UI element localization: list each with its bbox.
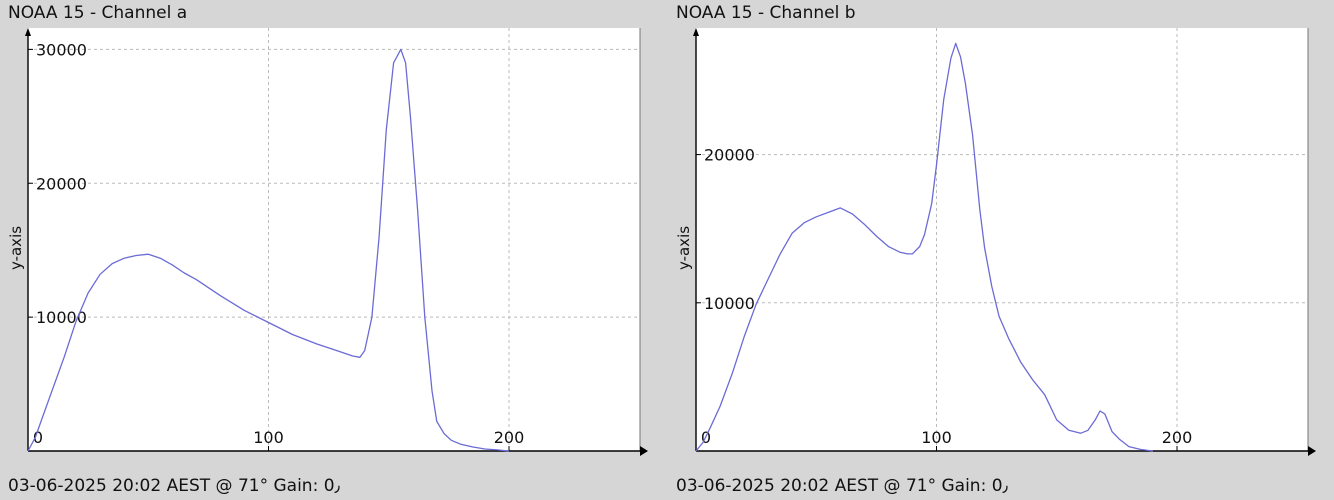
y-axis-label: y-axis xyxy=(8,226,25,270)
y-axis-arrow xyxy=(25,28,31,36)
y-tick-label: 10000 xyxy=(36,308,87,327)
y-tick-label: 20000 xyxy=(704,146,755,165)
y-tick-label: 20000 xyxy=(36,174,87,193)
series-line xyxy=(695,42,1153,452)
plot-area: 0 100 200 10000 20000 y-axis xyxy=(676,26,1316,462)
x-tick-label: 0 xyxy=(33,428,43,447)
x-tick-label: 100 xyxy=(253,428,284,447)
line-chart: 0 100 200 10000 20000 30000 y-axis xyxy=(8,28,648,456)
x-axis-arrow xyxy=(1308,446,1316,456)
y-axis-label: y-axis xyxy=(676,226,693,270)
status-footer: 03-06-2025 20:02 AEST @ 71° Gain: 0٫ xyxy=(676,476,1009,496)
chart-title: NOAA 15 - Channel a xyxy=(8,3,188,23)
chart-panel-a: NOAA 15 - Channel a 0 100 200 10000 20000 300… xyxy=(8,0,648,500)
series-line xyxy=(27,48,510,452)
chart-title: NOAA 15 - Channel b xyxy=(676,3,856,23)
plot-area: 0 100 200 10000 20000 30000 y-axis xyxy=(8,26,648,462)
x-tick-label: 100 xyxy=(921,428,952,447)
y-tick-label: 30000 xyxy=(36,40,87,59)
y-axis-arrow xyxy=(693,28,699,36)
plot-background xyxy=(28,28,640,451)
x-tick-label: 200 xyxy=(494,428,525,447)
chart-panel-b: NOAA 15 - Channel b 0 100 200 10000 20000 y-a… xyxy=(676,0,1316,500)
status-footer: 03-06-2025 20:02 AEST @ 71° Gain: 0٫ xyxy=(8,476,341,496)
x-tick-label: 200 xyxy=(1162,428,1193,447)
x-axis-arrow xyxy=(640,446,648,456)
plot-background xyxy=(696,28,1308,451)
y-tick-label: 10000 xyxy=(704,294,755,313)
